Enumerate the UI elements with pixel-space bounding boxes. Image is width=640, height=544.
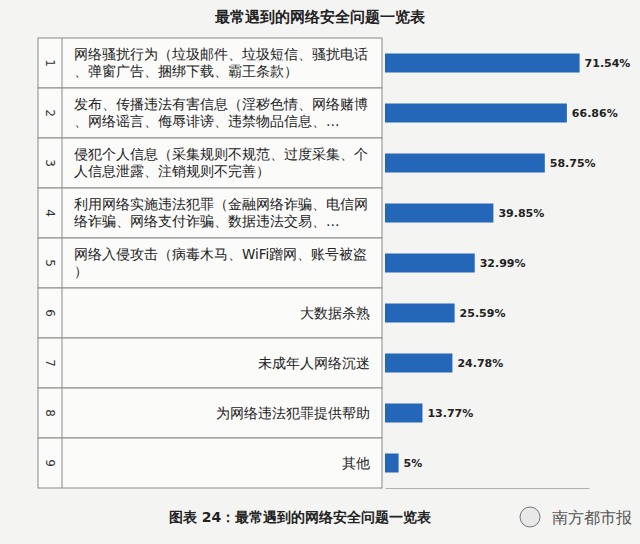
table-divider	[62, 238, 63, 288]
table-row	[38, 438, 382, 488]
table-row	[38, 238, 382, 288]
category-label-line: 其他	[342, 455, 370, 471]
data-label: 66.86%	[572, 107, 618, 120]
category-label-line: 利用网络实施违法犯罪（金融网络诈骗、电信网	[74, 196, 368, 212]
bar	[385, 354, 452, 373]
rank-label: 2	[43, 109, 57, 117]
data-labels: 71.54% 66.86% 58.75% 39.85% 32.99% 25.59% 24.7…	[404, 57, 631, 470]
caption: 图表 24：最常遇到的网络安全问题一览表	[169, 509, 432, 525]
table-divider	[62, 438, 63, 488]
table-divider	[62, 388, 63, 438]
table-row	[38, 338, 382, 388]
category-label-line: 未成年人网络沉迷	[258, 355, 370, 371]
table-row	[38, 138, 382, 188]
x-axis	[386, 488, 590, 489]
bar	[385, 54, 580, 73]
table-divider	[62, 38, 63, 88]
rank-label: 1	[43, 59, 57, 67]
rank-label: 5	[43, 259, 57, 267]
category-label: 未成年人网络沉迷	[258, 355, 370, 371]
table-divider	[62, 338, 63, 388]
category-label: 其他	[342, 455, 370, 471]
watermark: 南方都市报	[520, 507, 632, 527]
category-label-line: 、网络谣言、侮辱诽谤、违禁物品信息、…	[74, 113, 340, 129]
bars	[385, 54, 580, 473]
table-row	[38, 388, 382, 438]
bar	[385, 154, 545, 173]
table-divider	[62, 288, 63, 338]
category-label-line: 网络入侵攻击（病毒木马、WiFi蹭网、账号被盗	[74, 246, 367, 262]
title: 最常遇到的网络安全问题一览表	[214, 8, 426, 26]
watermark-text: 南方都市报	[552, 508, 632, 527]
data-label: 24.78%	[457, 357, 503, 370]
category-label: 网络骚扰行为（垃圾邮件、垃圾短信、骚扰电话、弹窗广告、捆绑下载、霸王条款）	[74, 46, 368, 79]
watermark-logo	[520, 507, 540, 527]
data-label: 5%	[404, 457, 423, 470]
bar	[385, 254, 475, 273]
chart: 最常遇到的网络安全问题一览表 1 2 3 4 5 6 7 8 9 网络骚扰行为（垃圾邮件、垃圾短信、…	[0, 0, 640, 544]
data-label: 71.54%	[585, 57, 631, 70]
bar	[385, 404, 422, 423]
data-label: 13.77%	[427, 407, 473, 420]
table-divider	[62, 138, 63, 188]
rank-label: 8	[43, 409, 57, 417]
category-label-line: 发布、传播违法有害信息（淫秽色情、网络赌博	[74, 96, 368, 112]
category-label-line: 侵犯个人信息（采集规则不规范、过度采集、个	[74, 146, 368, 162]
category-label: 为网络违法犯罪提供帮助	[216, 405, 370, 421]
table-divider	[62, 188, 63, 238]
bar	[385, 104, 567, 123]
table-row	[38, 38, 382, 88]
data-label: 25.59%	[460, 307, 506, 320]
category-label: 侵犯个人信息（采集规则不规范、过度采集、个人信息泄露、注销规则不完善）	[74, 146, 368, 179]
bar	[385, 204, 493, 223]
bar	[385, 304, 455, 323]
table-divider	[62, 88, 63, 138]
rank-label: 3	[43, 159, 57, 167]
rank-label: 4	[43, 209, 57, 217]
category-label-line: 网络骚扰行为（垃圾邮件、垃圾短信、骚扰电话	[74, 46, 368, 62]
label-table: 1 2 3 4 5 6 7 8 9 网络骚扰行为（垃圾邮件、垃圾短信、骚扰电话、弹窗广告、捆绑下载…	[38, 38, 382, 488]
x-axis-line	[386, 488, 590, 489]
category-label-line: 人信息泄露、注销规则不完善）	[74, 163, 270, 179]
data-label: 32.99%	[480, 257, 526, 270]
category-label-line: 、弹窗广告、捆绑下载、霸王条款）	[74, 63, 298, 79]
category-label: 大数据杀熟	[300, 305, 370, 321]
table-row	[38, 88, 382, 138]
table-row	[38, 188, 382, 238]
rank-label: 6	[43, 309, 57, 317]
rank-label: 9	[43, 459, 57, 467]
category-label-line: 络诈骗、网络支付诈骗、数据违法交易、…	[74, 213, 340, 229]
category-label-line: 大数据杀熟	[300, 305, 370, 321]
bar	[385, 454, 399, 473]
category-label: 利用网络实施违法犯罪（金融网络诈骗、电信网络诈骗、网络支付诈骗、数据违法交易、…	[74, 196, 368, 229]
data-label: 39.85%	[498, 207, 544, 220]
data-label: 58.75%	[550, 157, 596, 170]
category-label: 发布、传播违法有害信息（淫秽色情、网络赌博、网络谣言、侮辱诽谤、违禁物品信息、…	[74, 96, 368, 129]
category-label-line: 为网络违法犯罪提供帮助	[216, 405, 370, 421]
rank-label: 7	[43, 359, 57, 367]
table-row	[38, 288, 382, 338]
category-label-line: ）	[74, 263, 88, 279]
category-label: 网络入侵攻击（病毒木马、WiFi蹭网、账号被盗）	[74, 246, 367, 279]
